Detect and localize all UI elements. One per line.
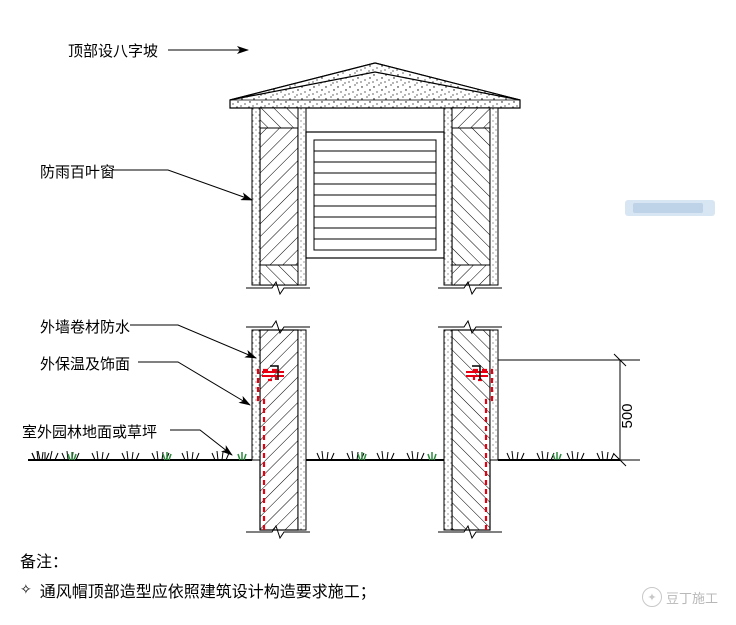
right-column-upper	[444, 108, 498, 285]
note-item-1: 通风帽顶部造型应依照建筑设计构造要求施工；	[40, 578, 376, 602]
watermark: ✦ 豆丁施工	[642, 587, 718, 607]
left-column-upper	[252, 108, 306, 285]
ground-line	[28, 451, 620, 460]
right-wall-lower	[444, 330, 498, 530]
label-insulation: 外保温及饰面	[40, 353, 130, 374]
roof-slab	[230, 63, 520, 108]
louver-window	[306, 132, 444, 258]
diamond-bullet-icon: ✧	[20, 578, 32, 600]
dimension-value: 500	[619, 403, 636, 428]
smudge-mark	[625, 200, 715, 220]
label-roof: 顶部设八字坡	[68, 40, 158, 61]
notes-title: 备注：	[20, 548, 376, 572]
label-ground: 室外园林地面或草坪	[22, 421, 157, 442]
wechat-icon: ✦	[642, 587, 662, 607]
callout-arrows	[112, 50, 256, 455]
notes-section: 备注： ✧ 通风帽顶部造型应依照建筑设计构造要求施工；	[20, 548, 376, 602]
watermark-text: 豆丁施工	[666, 588, 718, 607]
label-louver: 防雨百叶窗	[40, 161, 115, 182]
left-wall-lower	[252, 330, 306, 530]
label-membrane: 外墙卷材防水	[40, 316, 130, 337]
